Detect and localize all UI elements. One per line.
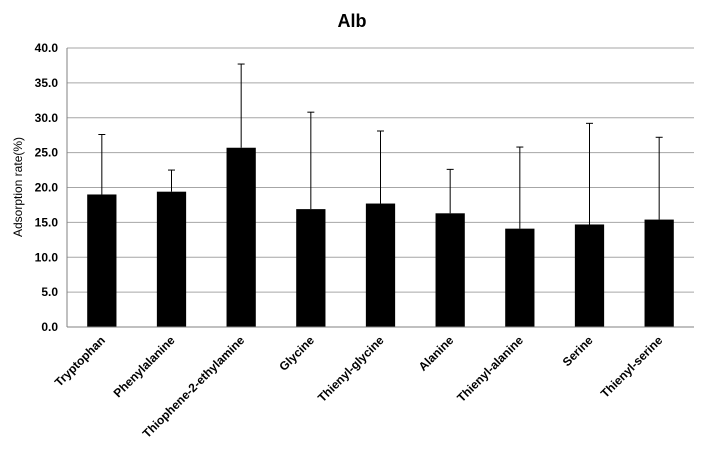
y-tick-label: 15.0 (35, 215, 59, 229)
axes (66, 48, 694, 328)
bar (365, 203, 396, 327)
x-tick-label: Serine (560, 333, 596, 369)
error-bars (98, 63, 663, 229)
bar (435, 213, 465, 327)
y-axis-label: Adsorption rate(%) (11, 137, 25, 237)
x-tick-label: Thienyl-serine (598, 333, 666, 401)
bars (87, 147, 674, 327)
y-tick-label: 40.0 (35, 41, 59, 55)
y-tick-label: 20.0 (35, 181, 59, 195)
bar (644, 219, 674, 327)
y-tick-label: 5.0 (41, 285, 58, 299)
y-tick-label: 0.0 (41, 320, 58, 334)
bar (226, 147, 256, 327)
x-tick-label: Tryptophan (52, 333, 108, 389)
y-tick-label: 25.0 (35, 146, 59, 160)
x-tick-label: Alanine (416, 333, 457, 374)
bar (505, 228, 535, 327)
x-tick-labels: Tryptophan PhenylalanineThiophene-2-ethyl… (52, 333, 666, 441)
chart-title: Alb (338, 11, 367, 31)
y-tick-label: 35.0 (35, 76, 59, 90)
x-tick-label: Glycine (276, 333, 317, 374)
bar (156, 191, 187, 327)
bar (296, 209, 326, 327)
y-tick-label: 10.0 (35, 250, 59, 264)
bar (87, 194, 117, 327)
x-tick-label: Phenylalanine (111, 333, 178, 400)
y-tick-label: 30.0 (35, 111, 59, 125)
y-tick-labels: 0.0 5.0 10.0 15.0 20.0 25.0 30.0 35.0 40.0 (35, 41, 59, 334)
bar (574, 224, 605, 327)
x-tick-label: Thienyl-alanine (454, 333, 526, 405)
x-tick-label: Thienyl-glycine (315, 333, 387, 405)
